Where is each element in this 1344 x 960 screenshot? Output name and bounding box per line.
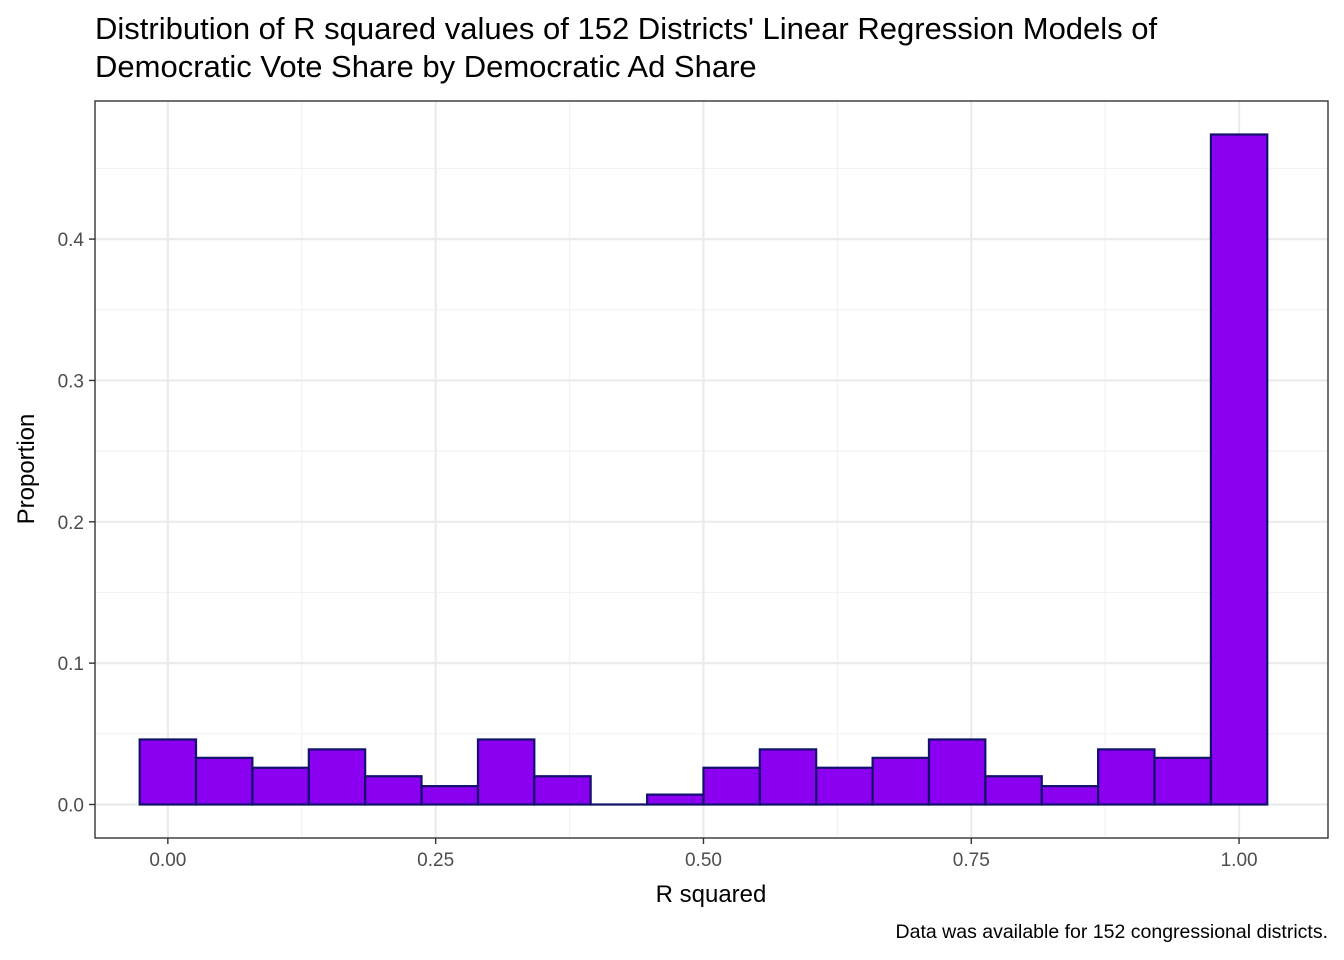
y-axis-label: Proportion	[13, 414, 40, 525]
histogram-bar-11	[758, 748, 818, 806]
histogram-bar-10	[702, 766, 761, 806]
x-tick-label-4: 1.00	[1221, 850, 1258, 871]
y-axis: 0.0 0.1 0.2 0.3 0.4	[58, 230, 95, 817]
histogram-bar-15	[984, 775, 1043, 806]
histogram-bar-19	[1209, 133, 1269, 806]
histogram-bar-3	[307, 748, 367, 806]
panel-border	[94, 100, 1329, 839]
x-tick-label-3: 0.75	[953, 850, 990, 871]
histogram-bar-1	[194, 756, 254, 806]
histogram-bar-17	[1097, 748, 1156, 806]
chart-caption: Data was available for 152 congressional…	[895, 921, 1328, 943]
x-tick-label-0: 0.00	[149, 850, 186, 871]
histogram-bar-5	[420, 785, 480, 806]
histogram-bar-9	[646, 793, 705, 806]
major-gridlines	[95, 101, 1328, 838]
histogram-bar-7	[533, 775, 592, 806]
y-tick-label-3: 0.3	[58, 371, 84, 392]
histogram-bar-6	[476, 738, 536, 806]
chart-title-line-2: Democratic Vote Share by Democratic Ad S…	[95, 49, 757, 84]
histogram-bar-14	[927, 738, 987, 806]
chart-title-line-1: Distribution of R squared values of 152 …	[95, 11, 1158, 46]
x-tick-label-2: 0.50	[685, 850, 722, 871]
y-tick-label-4: 0.4	[58, 230, 85, 251]
histogram-bar-18	[1153, 756, 1213, 806]
histogram-bar-2	[251, 766, 310, 806]
histogram-bar-16	[1040, 785, 1100, 806]
y-tick-label-2: 0.2	[58, 513, 84, 534]
histogram-bars	[138, 133, 1269, 806]
histogram-bar-4	[364, 775, 423, 806]
x-axis: 0.00 0.25 0.50 0.75 1.00	[149, 838, 1258, 871]
histogram-bar-0	[138, 738, 198, 806]
histogram-bar-12	[815, 766, 874, 806]
histogram-bar-13	[871, 756, 931, 806]
x-axis-label: R squared	[656, 881, 767, 908]
y-tick-label-1: 0.1	[58, 654, 84, 675]
minor-gridlines	[95, 101, 1328, 838]
y-tick-label-0: 0.0	[58, 796, 84, 817]
x-tick-label-1: 0.25	[417, 850, 454, 871]
